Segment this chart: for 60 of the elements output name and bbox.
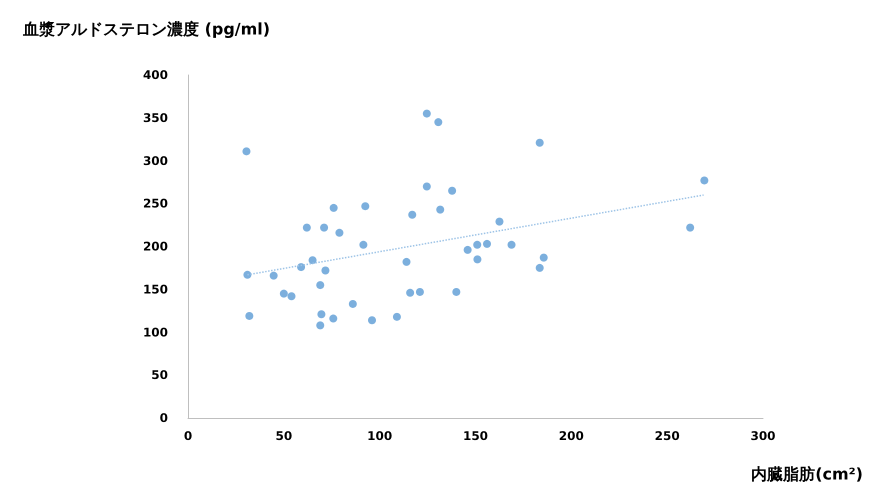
x-tick-label: 150 xyxy=(462,429,488,443)
point xyxy=(700,176,708,184)
point xyxy=(508,240,516,249)
point xyxy=(434,118,442,126)
point xyxy=(473,255,482,264)
point xyxy=(316,281,324,290)
point xyxy=(330,204,338,212)
point xyxy=(686,224,694,232)
point xyxy=(329,314,338,323)
point xyxy=(464,246,472,254)
point xyxy=(495,218,504,226)
y-tick-label: 250 xyxy=(142,196,168,211)
point xyxy=(422,110,431,118)
x-tick-label: 50 xyxy=(275,429,292,443)
y-tick-label: 200 xyxy=(142,240,168,254)
x-tick-label: 200 xyxy=(558,429,584,443)
point xyxy=(288,292,296,300)
point xyxy=(308,256,317,264)
y-tick-label: 300 xyxy=(142,154,168,168)
point xyxy=(317,310,326,318)
point xyxy=(452,288,460,296)
point xyxy=(368,316,376,324)
point xyxy=(536,138,544,147)
point xyxy=(448,186,456,195)
x-axis-title: 内臓脂肪(cm²) xyxy=(751,464,863,484)
point xyxy=(436,206,444,214)
point xyxy=(280,290,288,298)
x-tick-label: 100 xyxy=(367,429,392,443)
point xyxy=(348,300,357,308)
point xyxy=(392,312,401,321)
point xyxy=(335,228,344,237)
x-tick-label: 250 xyxy=(654,429,680,443)
point xyxy=(320,224,328,232)
y-tick-label: 0 xyxy=(160,411,168,425)
point xyxy=(270,272,278,280)
point xyxy=(540,254,548,262)
point xyxy=(361,202,370,210)
point xyxy=(536,264,544,272)
point xyxy=(321,266,330,275)
point xyxy=(245,312,254,320)
point xyxy=(416,288,424,296)
y-tick-label: 150 xyxy=(142,282,168,296)
point xyxy=(408,210,416,219)
point xyxy=(422,182,431,190)
x-tick-label: 300 xyxy=(750,429,776,443)
y-tick-label: 100 xyxy=(142,325,168,340)
point xyxy=(483,240,491,248)
point xyxy=(316,321,324,330)
point xyxy=(242,147,250,156)
point xyxy=(302,224,311,232)
point xyxy=(473,240,482,249)
point xyxy=(406,288,414,297)
y-tick-label: 400 xyxy=(142,68,168,82)
chart-title: 血漿アルドステロン濃度 (pg/ml) xyxy=(22,20,270,38)
point xyxy=(243,270,252,279)
point xyxy=(402,258,410,266)
y-tick-label: 50 xyxy=(151,368,168,382)
point xyxy=(359,240,368,249)
x-tick-label: 0 xyxy=(184,429,192,443)
y-tick-label: 350 xyxy=(142,110,168,125)
